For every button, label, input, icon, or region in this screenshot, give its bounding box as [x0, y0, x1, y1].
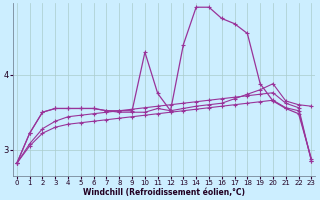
X-axis label: Windchill (Refroidissement éolien,°C): Windchill (Refroidissement éolien,°C) — [83, 188, 245, 197]
